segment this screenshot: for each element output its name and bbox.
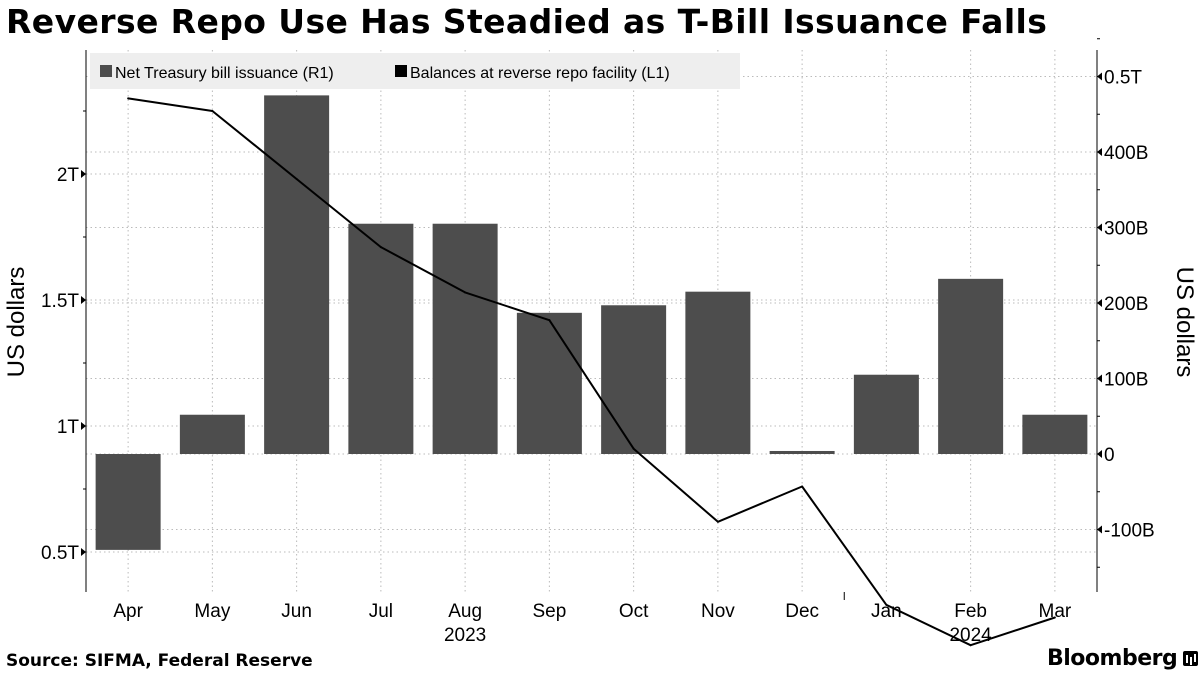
bar-mar <box>1022 414 1088 454</box>
legend-label-1: Balances at reverse repo facility (L1) <box>410 65 670 82</box>
line-point-aug <box>464 291 467 294</box>
bar-sep <box>516 312 582 454</box>
x-tick-label: Nov <box>701 601 735 622</box>
x-year-label: 2023 <box>444 625 486 646</box>
x-tick-label: Jul <box>369 601 393 622</box>
chart-title: Reverse Repo Use Has Steadied as T-Bill … <box>6 2 1048 41</box>
x-tick-label: Sep <box>532 601 566 622</box>
source-note: Source: SIFMA, Federal Reserve <box>6 651 313 671</box>
line-point-jun <box>295 178 298 181</box>
line-point-may <box>211 110 214 112</box>
left-tick-label: 0.5T <box>41 543 79 564</box>
legend: Net Treasury bill issuance (R1) Balances … <box>90 53 740 89</box>
bar-aug <box>432 223 498 454</box>
bar-nov <box>685 291 751 454</box>
right-tick-label: 300B <box>1104 219 1148 240</box>
line-series <box>127 97 1056 647</box>
left-tick-label: 1T <box>57 417 80 438</box>
legend-swatch-0 <box>100 65 112 77</box>
reverse-repo-line <box>127 97 1056 647</box>
left-tick-label: 2T <box>57 165 80 186</box>
line-point-dec <box>801 485 804 488</box>
bar-apr <box>95 454 161 550</box>
line-point-nov <box>716 520 719 523</box>
x-tick-label: Dec <box>785 601 819 622</box>
line-point-apr <box>127 97 130 100</box>
bloomberg-terminal-icon <box>1183 651 1199 666</box>
bar-jan <box>853 374 919 454</box>
x-tick-label: Jan <box>871 601 902 622</box>
x-tick-label: May <box>194 601 230 622</box>
line-point-jul <box>379 246 382 249</box>
line-point-feb <box>969 644 972 647</box>
x-tick-label: Jun <box>281 601 312 622</box>
x-tick-label: Feb <box>954 601 987 622</box>
line-point-mar <box>1053 616 1056 619</box>
brand-logo: Bloomberg <box>1047 646 1199 671</box>
legend-box <box>90 53 740 89</box>
x-tick-label: Aug <box>448 601 482 622</box>
bar-feb <box>938 278 1004 454</box>
x-tick-label: Apr <box>113 601 143 622</box>
line-point-oct <box>632 447 635 450</box>
right-tick-label: 0 <box>1104 445 1115 466</box>
line-point-jan <box>885 603 888 606</box>
right-tick-label: 400B <box>1104 143 1148 164</box>
legend-swatch-1 <box>395 65 407 77</box>
x-tick-label: Oct <box>619 601 649 622</box>
legend-label-0: Net Treasury bill issuance (R1) <box>115 65 334 82</box>
x-tick-label: Mar <box>1039 601 1072 622</box>
bar-dec <box>769 450 835 454</box>
bar-jun <box>264 95 330 454</box>
right-tick-label: 100B <box>1104 370 1148 391</box>
axes: 0.5T 1T 1.5T 2T -100B 0 100B 200B 300B 400B 0.5T US… <box>3 38 1198 646</box>
right-tick-label: 0.5T <box>1104 68 1142 89</box>
right-axis-title: US dollars <box>1171 267 1198 378</box>
right-tick-label: 200B <box>1104 294 1148 315</box>
left-axis-title: US dollars <box>3 267 30 378</box>
bar-jul <box>348 223 414 454</box>
bar-may <box>179 414 245 454</box>
brand-name: Bloomberg <box>1047 646 1178 671</box>
bar-series <box>95 95 1088 550</box>
line-point-sep <box>548 319 551 322</box>
right-tick-label: -100B <box>1104 521 1155 542</box>
x-year-label: 2024 <box>949 625 992 646</box>
bar-oct <box>601 305 667 454</box>
left-tick-label: 1.5T <box>41 291 79 312</box>
